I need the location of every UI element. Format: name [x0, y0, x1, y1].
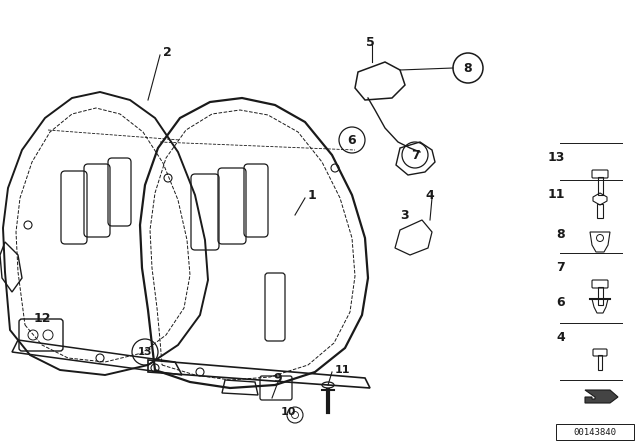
Text: 13: 13	[548, 151, 565, 164]
Text: 1: 1	[308, 189, 317, 202]
Bar	[598, 177, 602, 195]
Bar	[598, 287, 602, 305]
Polygon shape	[585, 390, 618, 403]
Text: 13: 13	[138, 347, 152, 357]
Text: 3: 3	[400, 208, 408, 221]
Text: 8: 8	[556, 228, 565, 241]
Text: 11: 11	[547, 188, 565, 201]
Text: 6: 6	[348, 134, 356, 146]
Text: 4: 4	[556, 331, 565, 344]
Bar	[597, 204, 603, 218]
Text: 12: 12	[33, 311, 51, 324]
Bar	[598, 355, 602, 370]
Text: 4: 4	[426, 189, 435, 202]
Bar	[556, 424, 634, 440]
Text: 7: 7	[411, 148, 419, 161]
Text: 6: 6	[556, 296, 565, 309]
Text: 9: 9	[274, 371, 282, 384]
Text: 10: 10	[280, 407, 296, 417]
Text: 00143840: 00143840	[573, 427, 616, 436]
Text: 8: 8	[464, 61, 472, 74]
Text: 7: 7	[556, 260, 565, 273]
Text: 11: 11	[335, 365, 351, 375]
Text: 5: 5	[365, 35, 374, 48]
Text: 2: 2	[163, 46, 172, 59]
